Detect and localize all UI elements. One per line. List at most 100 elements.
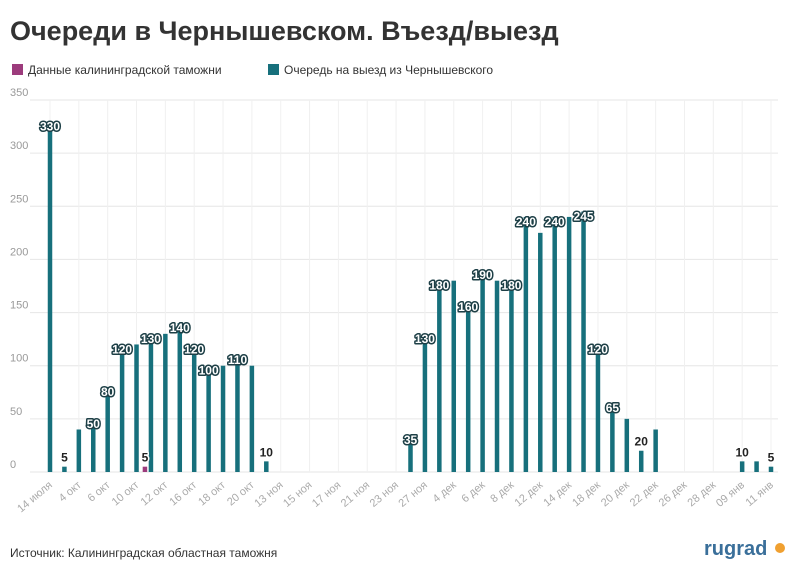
chart-title: Очереди в Чернышевском. Въезд/выезд bbox=[10, 16, 559, 46]
y-tick-label: 100 bbox=[10, 353, 28, 365]
bar bbox=[494, 280, 500, 472]
bar bbox=[480, 270, 485, 472]
bar bbox=[105, 386, 110, 472]
bar bbox=[191, 344, 197, 472]
bar bbox=[76, 429, 82, 472]
data-label: 240 bbox=[516, 215, 536, 229]
logo-dot bbox=[775, 543, 785, 553]
bar bbox=[653, 429, 658, 472]
bar bbox=[465, 301, 471, 472]
bar bbox=[624, 418, 630, 472]
x-tick-label: 12 окт bbox=[139, 479, 171, 508]
x-tick-label: 11 янв bbox=[743, 479, 776, 509]
bar bbox=[119, 344, 125, 472]
data-label: 120 bbox=[184, 342, 204, 356]
x-tick-label: 8 дек bbox=[488, 479, 516, 505]
y-tick-label: 0 bbox=[10, 459, 16, 471]
legend-swatch bbox=[12, 64, 23, 75]
bar bbox=[408, 434, 413, 472]
data-label: 330 bbox=[40, 119, 60, 133]
y-tick-label: 250 bbox=[10, 193, 28, 205]
x-tick-label: 6 дек bbox=[459, 479, 487, 505]
bar bbox=[437, 280, 442, 472]
bar bbox=[47, 121, 53, 472]
bar bbox=[220, 365, 226, 472]
x-tick-label: 23 ноя bbox=[368, 479, 401, 510]
y-tick-label: 350 bbox=[10, 87, 28, 99]
x-tick-label: 15 ноя bbox=[281, 479, 314, 510]
data-label: 100 bbox=[199, 364, 219, 378]
bar bbox=[148, 333, 154, 472]
data-label: 190 bbox=[473, 268, 493, 282]
bar bbox=[595, 344, 601, 472]
x-tick-label: 09 янв bbox=[714, 479, 747, 510]
bar bbox=[206, 365, 211, 472]
bar bbox=[235, 355, 240, 472]
bar bbox=[638, 450, 644, 472]
data-label: 50 bbox=[87, 417, 101, 431]
bar bbox=[163, 333, 168, 472]
data-label: 180 bbox=[429, 279, 449, 293]
bar bbox=[134, 344, 139, 472]
bar bbox=[739, 461, 745, 472]
bar bbox=[177, 323, 183, 472]
data-label: 10 bbox=[260, 445, 274, 459]
data-label: 120 bbox=[588, 342, 608, 356]
data-label: 180 bbox=[501, 279, 521, 293]
data-label: 5 bbox=[142, 451, 149, 465]
bar bbox=[566, 216, 572, 472]
data-label: 120 bbox=[112, 342, 132, 356]
data-label: 35 bbox=[404, 433, 418, 447]
bar bbox=[610, 402, 615, 472]
data-label: 140 bbox=[170, 321, 190, 335]
y-tick-label: 150 bbox=[10, 300, 28, 312]
data-label: 5 bbox=[61, 451, 68, 465]
x-tick-label: 17 ноя bbox=[310, 479, 343, 510]
data-label: 80 bbox=[101, 385, 115, 399]
x-tick-label: 21 ноя bbox=[339, 479, 372, 510]
data-label: 240 bbox=[545, 215, 565, 229]
bar bbox=[754, 461, 759, 472]
source: Источник: Калининградская областная тамо… bbox=[10, 546, 277, 560]
y-tick-label: 200 bbox=[10, 246, 28, 258]
x-tick-label: 4 дек bbox=[431, 479, 459, 505]
bar bbox=[142, 466, 148, 472]
x-tick-label: 4 окт bbox=[57, 479, 84, 504]
bar bbox=[509, 280, 514, 472]
data-label: 245 bbox=[574, 210, 594, 224]
x-tick-label: 6 окт bbox=[86, 479, 113, 504]
x-tick-label: 26 дек bbox=[657, 479, 690, 509]
data-label: 110 bbox=[228, 353, 248, 367]
bar bbox=[538, 232, 543, 472]
x-tick-label: 18 окт bbox=[196, 479, 228, 508]
bar bbox=[264, 461, 269, 472]
bar bbox=[552, 216, 557, 472]
x-tick-label: 10 окт bbox=[110, 479, 142, 508]
y-tick-label: 300 bbox=[10, 140, 28, 152]
data-label: 10 bbox=[735, 445, 749, 459]
y-tick-label: 50 bbox=[10, 406, 22, 418]
x-tick-label: 12 дек bbox=[512, 479, 545, 509]
bar bbox=[422, 333, 428, 472]
legend-label: Данные калининградской таможни bbox=[28, 63, 222, 77]
x-tick-label: 14 дек bbox=[541, 479, 574, 509]
data-label: 160 bbox=[458, 300, 478, 314]
data-label: 130 bbox=[141, 332, 161, 346]
data-label: 5 bbox=[768, 451, 775, 465]
data-label: 130 bbox=[415, 332, 435, 346]
bar bbox=[62, 466, 67, 472]
x-tick-label: 16 окт bbox=[167, 479, 199, 508]
x-tick-label: 14 июля bbox=[15, 479, 55, 515]
x-tick-label: 20 дек bbox=[599, 479, 632, 509]
bar bbox=[91, 418, 96, 472]
x-tick-label: 22 дек bbox=[628, 479, 661, 509]
bar bbox=[581, 211, 586, 472]
bar bbox=[249, 365, 255, 472]
data-label: 65 bbox=[606, 401, 620, 415]
x-tick-label: 20 окт bbox=[225, 479, 257, 508]
x-tick-label: 18 дек bbox=[570, 479, 603, 509]
x-tick-label: 27 ноя bbox=[397, 479, 430, 510]
data-label: 20 bbox=[635, 435, 649, 449]
logo: rugrad bbox=[704, 538, 767, 560]
